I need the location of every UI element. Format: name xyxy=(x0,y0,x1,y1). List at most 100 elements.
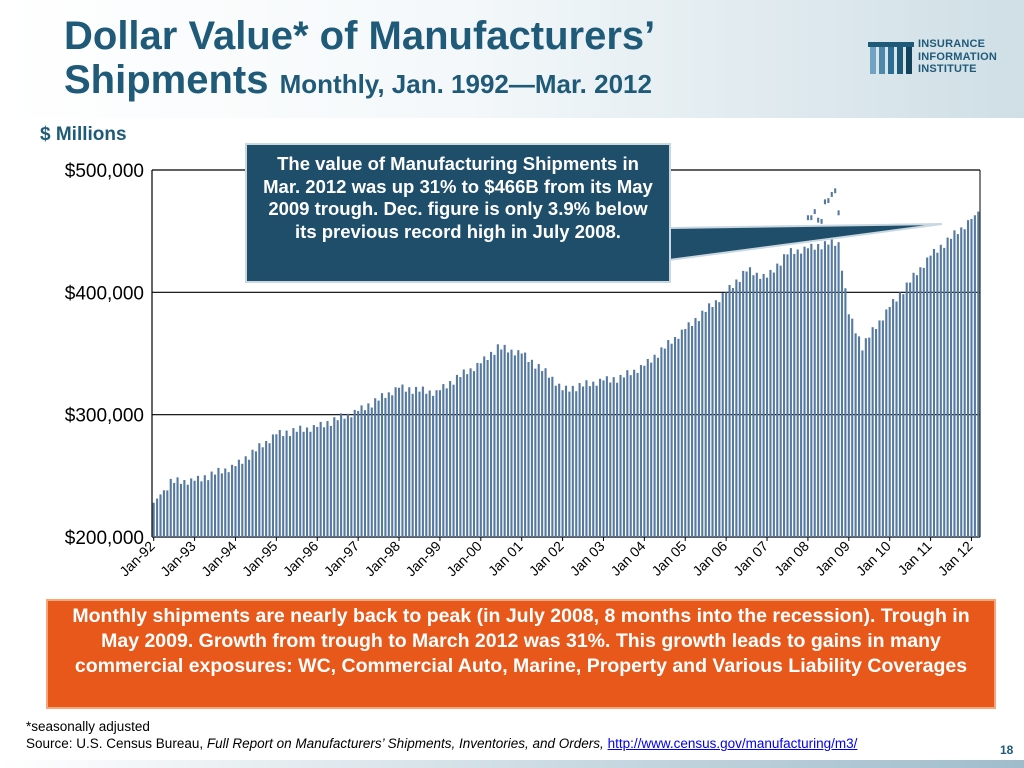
bar xyxy=(595,385,598,537)
bar xyxy=(922,267,925,537)
bar xyxy=(970,218,973,537)
bar xyxy=(547,377,551,537)
bar xyxy=(551,376,554,537)
y-tick-label: $500,000 xyxy=(65,161,144,182)
bar xyxy=(915,275,919,537)
bar xyxy=(527,362,530,537)
bar xyxy=(585,380,588,537)
bar xyxy=(919,267,922,537)
bar xyxy=(929,255,932,537)
bar xyxy=(469,368,472,537)
bar xyxy=(353,409,356,537)
bar xyxy=(633,369,636,537)
bar-highlight xyxy=(810,215,813,221)
bar xyxy=(231,464,234,537)
bar xyxy=(183,480,186,537)
bar xyxy=(554,385,557,537)
x-tick-label: Jan-94 xyxy=(198,538,240,580)
bar-highlight xyxy=(817,217,820,223)
bar xyxy=(888,307,891,537)
bar xyxy=(735,279,738,537)
bar xyxy=(905,282,908,537)
bar xyxy=(220,473,223,537)
title-subtitle: Monthly, Jan. 1992—Mar. 2012 xyxy=(279,69,652,99)
source-link[interactable]: http://www.census.gov/manufacturing/m3/ xyxy=(607,736,858,751)
bar xyxy=(350,417,353,537)
bar xyxy=(418,391,421,537)
bar xyxy=(452,384,455,537)
bar xyxy=(360,405,363,537)
bar xyxy=(977,211,980,537)
bar xyxy=(234,466,237,537)
bar xyxy=(936,252,939,537)
page-title: Dollar Value* of Manufacturers’ Shipment… xyxy=(64,14,655,106)
bar xyxy=(636,372,639,537)
bar xyxy=(840,270,844,537)
bar xyxy=(156,498,159,537)
x-tick-label: Jan 08 xyxy=(771,538,812,579)
bar xyxy=(237,459,240,537)
bar xyxy=(520,353,523,537)
bar xyxy=(898,292,901,537)
x-tick-label: Jan 10 xyxy=(853,538,894,579)
bar xyxy=(656,357,660,537)
bar xyxy=(455,374,459,537)
bar xyxy=(776,263,779,537)
bar xyxy=(254,451,257,537)
bar-highlight xyxy=(827,198,830,204)
y-tick-label: $200,000 xyxy=(65,528,144,549)
bar xyxy=(694,318,697,537)
bar xyxy=(963,229,966,537)
bar xyxy=(643,365,646,537)
bar xyxy=(711,307,714,537)
page-number: 18 xyxy=(1000,743,1014,757)
bar xyxy=(568,391,571,537)
bar xyxy=(827,244,830,537)
x-tick-label: Jan 02 xyxy=(526,538,567,579)
bar xyxy=(421,386,424,537)
bar xyxy=(530,359,533,537)
bar xyxy=(435,390,438,537)
bar-highlight xyxy=(820,218,823,224)
x-tick-label: Jan 09 xyxy=(812,538,853,579)
bar xyxy=(742,270,745,537)
bar xyxy=(224,468,227,537)
footnote: *seasonally adjusted xyxy=(26,719,150,734)
bar xyxy=(854,333,857,537)
bar xyxy=(885,309,888,537)
bar xyxy=(442,384,445,537)
bar xyxy=(813,249,816,537)
bar xyxy=(857,336,861,537)
bar xyxy=(196,475,200,537)
bar-highlight xyxy=(834,188,837,194)
bar xyxy=(268,443,271,537)
bar xyxy=(169,478,172,537)
bar xyxy=(932,248,936,537)
logo-text: INSURANCE INFORMATION INSTITUTE xyxy=(918,38,997,76)
bar xyxy=(309,431,312,537)
bar xyxy=(837,242,840,537)
bar xyxy=(752,275,755,537)
bar xyxy=(411,393,414,537)
bar xyxy=(612,377,615,537)
bar xyxy=(902,294,905,537)
bar xyxy=(173,483,176,537)
bar xyxy=(653,354,656,537)
bar xyxy=(479,363,482,537)
bar xyxy=(817,244,820,537)
bar xyxy=(432,395,435,537)
bar xyxy=(684,329,687,537)
x-tick-label: Jan 07 xyxy=(730,538,771,579)
bar xyxy=(599,378,602,537)
bar xyxy=(803,246,806,537)
bar xyxy=(513,355,516,537)
bar xyxy=(476,362,479,537)
bar xyxy=(466,374,469,537)
bar xyxy=(462,369,465,537)
bar xyxy=(333,417,336,537)
bar xyxy=(357,411,360,537)
bar xyxy=(401,384,404,537)
bar xyxy=(745,271,748,537)
bar xyxy=(578,383,581,537)
bar xyxy=(261,447,264,537)
